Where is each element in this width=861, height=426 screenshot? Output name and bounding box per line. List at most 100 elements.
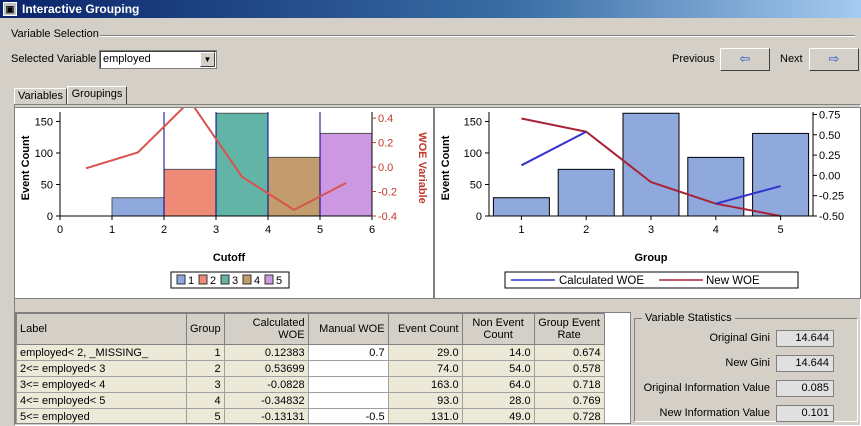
window-title: Interactive Grouping: [22, 2, 140, 16]
y-tick-label: 50: [470, 179, 482, 191]
manual-woe-cell[interactable]: [307, 376, 389, 393]
manual-woe-cell[interactable]: -0.5: [307, 408, 389, 423]
y2-tick-label: 0.50: [819, 130, 840, 142]
table-cell: 2<= employed< 3: [16, 360, 187, 377]
group-woe-chart: 1 2 3 4 5 0 50 100 150 -0.50 -0.25 0.00 0.25 0.50 0.75…: [434, 107, 861, 299]
table-cell: 0.728: [533, 408, 605, 423]
x-tick-label: 2: [583, 224, 589, 236]
table-cell: 74.0: [387, 360, 463, 377]
legend-calculated-woe-label: Calculated WOE: [559, 275, 644, 287]
column-header[interactable]: Group Event Rate: [533, 313, 605, 345]
table-cell: 0.578: [533, 360, 605, 377]
table-cell: -0.34832: [223, 392, 309, 409]
manual-woe-cell[interactable]: 0.7: [307, 344, 389, 361]
legend-swatch-5: [264, 274, 274, 285]
selected-variable-select[interactable]: employed ▼: [99, 50, 217, 69]
legend-swatch-1: [176, 274, 186, 285]
stat-value: 0.101: [776, 405, 834, 422]
x-tick-label: 4: [713, 224, 719, 236]
y-tick-label: 150: [35, 116, 53, 128]
stat-value: 14.644: [776, 355, 834, 372]
column-header[interactable]: Calculated WOE: [223, 313, 309, 345]
y2-tick-label: 0.00: [819, 170, 840, 182]
y2-tick-label: 0.4: [378, 113, 393, 125]
table-cell: 0.718: [533, 376, 605, 393]
previous-button[interactable]: ⇦: [720, 48, 770, 71]
next-label: Next: [780, 53, 803, 65]
stat-row: New Gini 14.644: [640, 355, 860, 373]
bar-group-5: [752, 132, 810, 217]
variable-selection-title: Variable Selection: [11, 28, 99, 40]
table-cell: 14.0: [461, 344, 535, 361]
bar-group-1: [492, 197, 550, 217]
y2-tick-label: 0.2: [378, 138, 393, 150]
stat-row: Original Gini 14.644: [640, 330, 860, 348]
table-cell: 2: [186, 360, 225, 377]
table-cell: 163.0: [387, 376, 463, 393]
x-tick-label: 6: [369, 224, 375, 236]
column-header[interactable]: Label: [16, 313, 187, 345]
table-cell: 3<= employed< 4: [16, 376, 187, 393]
x-tick-label: 0: [57, 224, 63, 236]
woe-cutoff-chart: 0 1 2 3 4 5 6 0 50 100 150 -0.4 -0.2 0.0 0.2 0.4 Cutoff…: [14, 99, 434, 299]
next-button[interactable]: ⇨: [809, 48, 859, 71]
table-cell: -0.13131: [223, 408, 309, 423]
y-tick-label: 50: [41, 179, 53, 191]
bar-group-3: [622, 112, 680, 217]
legend-label-1: 1: [188, 275, 194, 287]
calculated-woe-segment: [715, 185, 781, 205]
table-row[interactable]: 4<= employed< 5 4 -0.34832 93.0 28.0 0.769: [16, 392, 605, 409]
table-cell: 1: [186, 344, 225, 361]
table-row[interactable]: 5<= employed 5 -0.13131 -0.5 131.0 49.0 0.728: [16, 408, 605, 423]
stat-row: Original Information Value 0.085: [640, 380, 860, 398]
bar-group-3: [215, 112, 269, 217]
app-icon[interactable]: ▣: [3, 2, 17, 16]
table-cell: 5<= employed: [16, 408, 187, 423]
title-bar: ▣ Interactive Grouping: [0, 0, 861, 18]
table-cell: -0.0828: [223, 376, 309, 393]
table-cell: 0.674: [533, 344, 605, 361]
table-cell: 54.0: [461, 360, 535, 377]
legend-new-woe-label: New WOE: [706, 275, 760, 287]
tab-variables[interactable]: Variables: [14, 88, 67, 105]
table-row[interactable]: 2<= employed< 3 2 0.53699 74.0 54.0 0.578: [16, 360, 605, 377]
chevron-down-icon[interactable]: ▼: [200, 52, 215, 67]
arrow-left-icon: ⇦: [739, 51, 751, 66]
column-header[interactable]: Group: [186, 313, 225, 345]
x-tick-label: 3: [648, 224, 654, 236]
tab-groupings[interactable]: Groupings: [67, 86, 127, 105]
y2-tick-label: -0.25: [819, 191, 844, 203]
stat-row: New Information Value 0.101: [640, 405, 860, 423]
table-cell: 49.0: [461, 408, 535, 423]
y-tick-label: 0: [476, 211, 482, 223]
y-axis-label: Event Count: [440, 135, 452, 200]
stat-label: Original Information Value: [643, 382, 770, 394]
previous-label: Previous: [672, 53, 715, 65]
group-divider: [100, 35, 855, 37]
column-header[interactable]: Event Count: [387, 313, 463, 345]
table-cell: 4<= employed< 5: [16, 392, 187, 409]
bar-group-2: [163, 168, 217, 217]
table-row[interactable]: employed< 2, _MISSING_ 1 0.12383 0.7 29.0 14.…: [16, 344, 605, 361]
grouping-table-container: Label Group Calculated WOE Manual WOE Event …: [15, 312, 631, 424]
manual-woe-cell[interactable]: [307, 360, 389, 377]
new-woe-line: [521, 117, 781, 217]
y2-tick-label: 0.0: [378, 162, 393, 174]
bar-group-1: [111, 197, 165, 217]
column-header[interactable]: Manual WOE: [307, 313, 389, 345]
x-tick-label: 3: [213, 224, 219, 236]
table-cell: 28.0: [461, 392, 535, 409]
y-axis-label: Event Count: [20, 135, 32, 200]
arrow-right-icon: ⇨: [828, 51, 840, 66]
stat-label: New Gini: [725, 357, 770, 369]
manual-woe-cell[interactable]: [307, 392, 389, 409]
x-tick-label: 5: [778, 224, 784, 236]
column-header[interactable]: Non Event Count: [461, 313, 535, 345]
x-tick-label: 2: [161, 224, 167, 236]
table-cell: employed< 2, _MISSING_: [16, 344, 187, 361]
table-cell: 131.0: [387, 408, 463, 423]
table-cell: 5: [186, 408, 225, 423]
table-row[interactable]: 3<= employed< 4 3 -0.0828 163.0 64.0 0.718: [16, 376, 605, 393]
y2-tick-label: -0.2: [378, 187, 397, 199]
stat-label: New Information Value: [659, 407, 770, 419]
